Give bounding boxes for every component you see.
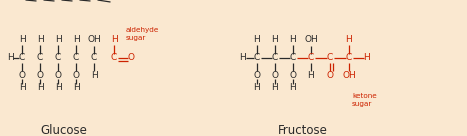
Text: H: H <box>73 84 79 92</box>
Text: H: H <box>91 70 98 80</box>
Text: aldehyde
sugar: aldehyde sugar <box>126 27 159 41</box>
Text: C: C <box>111 53 117 63</box>
Text: OH: OH <box>304 35 318 44</box>
Text: H: H <box>254 84 261 92</box>
Text: ketone
sugar: ketone sugar <box>352 93 377 107</box>
Text: H: H <box>55 84 61 92</box>
Text: OH: OH <box>342 70 356 80</box>
Text: C: C <box>91 53 97 63</box>
Text: H: H <box>272 35 278 44</box>
Text: H: H <box>73 35 79 44</box>
Text: Glucose: Glucose <box>41 123 87 136</box>
Text: H: H <box>290 35 297 44</box>
Text: H: H <box>240 53 247 63</box>
Text: OH: OH <box>87 35 101 44</box>
Text: C: C <box>272 53 278 63</box>
Text: Fructose: Fructose <box>278 123 328 136</box>
Text: O: O <box>127 53 134 63</box>
Text: C: C <box>55 53 61 63</box>
Text: C: C <box>346 53 352 63</box>
Text: H: H <box>36 35 43 44</box>
Text: H: H <box>254 35 261 44</box>
Text: H: H <box>19 35 25 44</box>
Text: H: H <box>346 35 353 44</box>
Text: C: C <box>290 53 296 63</box>
Text: C: C <box>254 53 260 63</box>
Text: H: H <box>111 35 117 44</box>
Text: H: H <box>272 84 278 92</box>
Text: O: O <box>290 70 297 80</box>
Text: H: H <box>290 84 297 92</box>
Text: H: H <box>362 53 369 63</box>
Text: H: H <box>19 84 25 92</box>
Text: O: O <box>55 70 62 80</box>
Text: C: C <box>19 53 25 63</box>
Text: O: O <box>72 70 79 80</box>
Text: H: H <box>7 53 14 63</box>
Text: C: C <box>308 53 314 63</box>
Text: C: C <box>327 53 333 63</box>
Text: H: H <box>36 84 43 92</box>
Text: H: H <box>308 70 314 80</box>
Text: O: O <box>254 70 261 80</box>
Text: O: O <box>19 70 26 80</box>
Text: O: O <box>326 70 333 80</box>
Text: H: H <box>55 35 61 44</box>
Text: C: C <box>73 53 79 63</box>
Text: C: C <box>37 53 43 63</box>
Text: O: O <box>271 70 278 80</box>
Text: O: O <box>36 70 43 80</box>
